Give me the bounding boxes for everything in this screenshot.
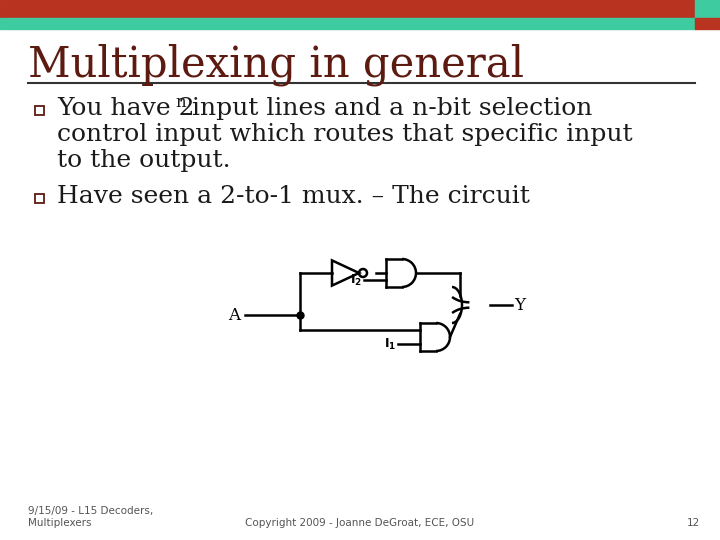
- Text: Multiplexing in general: Multiplexing in general: [28, 43, 524, 85]
- Bar: [695, 18, 720, 29]
- Bar: [695, 0, 720, 18]
- Bar: [0, 0, 720, 18]
- Bar: [35, 106, 44, 115]
- Text: input lines and a n-bit selection: input lines and a n-bit selection: [184, 97, 593, 120]
- Text: $\mathbf{I_2}$: $\mathbf{I_2}$: [350, 273, 362, 287]
- Text: to the output.: to the output.: [57, 149, 230, 172]
- Bar: [35, 194, 44, 203]
- Text: control input which routes that specific input: control input which routes that specific…: [57, 123, 633, 146]
- Text: n: n: [175, 94, 186, 111]
- Text: You have 2: You have 2: [57, 97, 194, 120]
- Text: A: A: [228, 307, 240, 323]
- Text: 9/15/09 - L15 Decoders,
Multiplexers: 9/15/09 - L15 Decoders, Multiplexers: [28, 505, 153, 528]
- Bar: [0, 18, 695, 29]
- Text: Have seen a 2-to-1 mux. – The circuit: Have seen a 2-to-1 mux. – The circuit: [57, 185, 530, 208]
- Text: Y: Y: [515, 296, 526, 314]
- Text: Copyright 2009 - Joanne DeGroat, ECE, OSU: Copyright 2009 - Joanne DeGroat, ECE, OS…: [246, 518, 474, 528]
- Text: $\mathbf{I_1}$: $\mathbf{I_1}$: [384, 336, 396, 352]
- Text: 12: 12: [687, 518, 700, 528]
